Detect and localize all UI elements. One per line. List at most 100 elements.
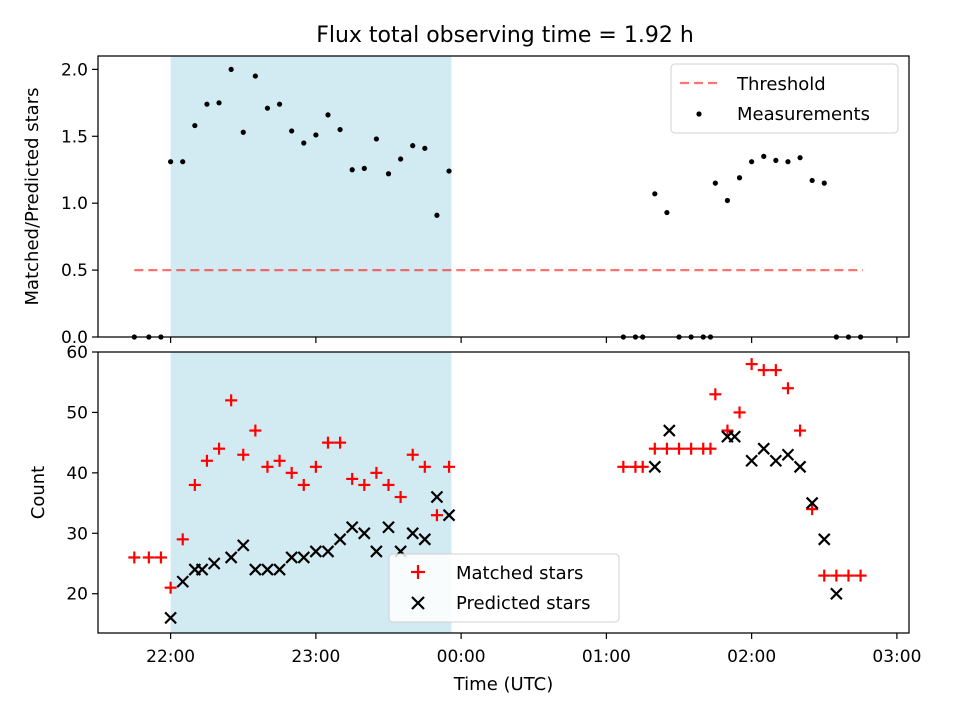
- top-y-tick-label: 0.5: [61, 261, 88, 281]
- matched-star-point: [842, 569, 855, 582]
- matched-star-point: [636, 460, 649, 473]
- measurement-point: [652, 191, 658, 197]
- measurement-point: [821, 180, 827, 186]
- matched-star-point: [418, 460, 431, 473]
- matched-star-point: [709, 388, 722, 401]
- measurement-point: [252, 73, 258, 79]
- matched-star-point: [757, 364, 770, 377]
- measurement-point: [761, 153, 767, 159]
- measurements-legend-label: Measurements: [737, 104, 870, 125]
- measurement-point: [228, 66, 234, 72]
- x-tick-label: 23:00: [291, 647, 340, 667]
- predicted-legend-swatch: [411, 596, 425, 610]
- top-panel: 0.00.51.01.52.0 Matched/Predicted stars …: [22, 55, 910, 348]
- predicted-star-point: [164, 611, 177, 625]
- measurement-point: [361, 165, 367, 171]
- predicted-star-point: [207, 557, 221, 570]
- matched-star-point: [617, 460, 630, 473]
- matched-star-point: [818, 569, 831, 582]
- predicted-star-point: [285, 551, 298, 564]
- predicted-star-point: [261, 563, 274, 576]
- top-y-tick-label: 0.0: [61, 328, 88, 348]
- top-shaded-interval: [170, 56, 452, 337]
- x-tick-label: 22:00: [146, 647, 195, 667]
- matched-star-point: [660, 442, 673, 455]
- threshold-legend-label: Threshold: [736, 74, 826, 95]
- top-x-ticks: [170, 337, 898, 343]
- matched-star-point: [733, 406, 746, 419]
- bottom-legend: Matched stars Predicted stars: [388, 553, 620, 623]
- x-tick-label: 00:00: [437, 647, 486, 667]
- matched-legend-swatch: [411, 565, 425, 579]
- bottom-y-tick-label: 50: [66, 403, 88, 423]
- matched-star-point: [346, 472, 359, 485]
- predicted-star-point: [249, 563, 262, 576]
- top-y-tick-label: 1.5: [61, 127, 88, 147]
- matched-stars-points: [128, 358, 867, 594]
- predicted-star-point: [345, 520, 359, 534]
- matched-star-point: [297, 478, 310, 491]
- top-legend-box: [670, 63, 899, 134]
- matched-star-point: [685, 442, 698, 455]
- predicted-star-point: [781, 448, 795, 462]
- bottom-legend-box: [388, 553, 620, 623]
- matched-star-point: [213, 442, 226, 455]
- bottom-axes-frame: [97, 351, 910, 634]
- matched-star-point: [334, 436, 347, 449]
- top-y-tick-label: 1.0: [61, 194, 88, 214]
- predicted-star-point: [382, 520, 395, 534]
- top-legend: Threshold Measurements: [670, 63, 899, 134]
- measurement-point: [398, 156, 404, 162]
- matched-star-point: [321, 436, 334, 449]
- matched-star-point: [394, 491, 407, 504]
- measurement-point: [736, 175, 743, 181]
- predicted-star-point: [333, 533, 347, 546]
- matched-star-point: [249, 424, 262, 437]
- measurement-point: [337, 126, 343, 133]
- matched-star-point: [745, 358, 758, 371]
- matched-star-point: [794, 424, 807, 437]
- top-y-axis-label: Matched/Predicted stars: [22, 88, 43, 306]
- matched-star-point: [648, 442, 661, 455]
- matched-star-point: [704, 442, 717, 455]
- measurement-point: [422, 145, 428, 151]
- predicted-star-point: [273, 563, 286, 576]
- predicted-star-point: [793, 460, 807, 474]
- measurement-point: [373, 136, 380, 142]
- predicted-star-point: [406, 527, 419, 540]
- predicted-star-point: [321, 545, 335, 558]
- x-tick-label: 03:00: [872, 647, 921, 667]
- measurement-point: [712, 180, 718, 186]
- predicted-star-point: [309, 545, 323, 558]
- measurement-point: [749, 159, 755, 165]
- measurement-point: [204, 101, 210, 107]
- measurement-point: [216, 100, 222, 106]
- predicted-star-point: [745, 454, 758, 468]
- measurement-point: [809, 177, 815, 184]
- bottom-y-tick-label: 60: [66, 343, 88, 363]
- bottom-panel: 20 30 40 50 60 22:00 23:00 00:00 01:00 02:00 03:0…: [28, 343, 921, 695]
- measurement-point: [385, 171, 392, 177]
- measurements-legend-swatch: [696, 111, 702, 117]
- matched-star-point: [273, 454, 286, 467]
- matched-star-point: [443, 460, 456, 473]
- top-y-tick-label: 2.0: [61, 60, 88, 80]
- matched-star-point: [370, 466, 383, 479]
- predicted-star-point: [648, 460, 662, 474]
- matched-star-point: [781, 382, 794, 395]
- bottom-y-tick-label: 30: [66, 524, 88, 544]
- measurement-point: [240, 129, 246, 135]
- measurement-point: [664, 209, 670, 216]
- matched-star-point: [188, 478, 201, 491]
- measurement-point: [325, 112, 331, 118]
- matched-star-point: [830, 569, 843, 582]
- measurement-point: [264, 105, 271, 111]
- predicted-star-point: [830, 587, 843, 600]
- matched-star-point: [806, 503, 819, 516]
- predicted-star-point: [297, 551, 311, 564]
- bottom-x-ticks: 22:00 23:00 00:00 01:00 02:00 03:00: [146, 633, 921, 667]
- predicted-star-point: [195, 563, 209, 576]
- bottom-y-tick-label: 40: [66, 464, 88, 484]
- measurement-point: [168, 159, 174, 165]
- predicted-star-point: [430, 490, 444, 504]
